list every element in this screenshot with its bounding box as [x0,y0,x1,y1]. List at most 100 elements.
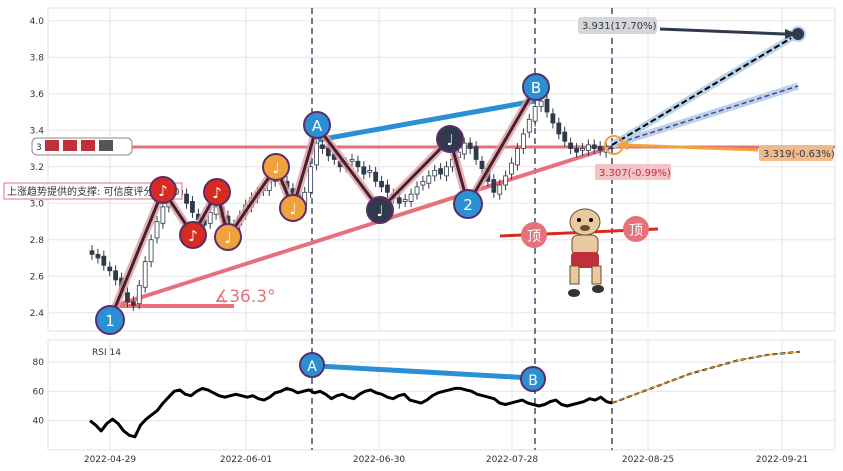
main-y-tick-1: 2.6 [30,272,45,282]
pattern-point-b-label: B [531,79,541,97]
candle-body-82 [574,148,579,153]
candle-body-48 [373,171,379,182]
candle-body-59 [438,168,444,175]
note-marker-orange-1: ♩ [214,223,242,251]
uptrend-support-line [116,145,613,307]
candle-body-0 [89,250,95,255]
rsi-y-tick-0: 40 [33,417,45,427]
candle-body-10 [148,239,154,263]
price-mid-badge [759,145,833,161]
candle-body-17 [190,201,195,213]
main-panel-frame [47,7,836,332]
top-marker-left-circle [521,222,547,248]
top-marker-left-text: 顶 [527,229,541,245]
candle-body-7 [130,301,136,306]
forecast-top-line [611,33,799,146]
rsi-y-tick-labels: 40 60 80 [33,358,45,427]
candle-body-63 [461,142,467,155]
rsi-title: RSI 14 [92,348,121,358]
note-marker-red-1: ♪ [149,176,177,204]
candle-body-56 [420,180,426,186]
main-y-tick-6: 3.6 [30,90,45,100]
main-y-tick-2: 2.8 [30,236,45,246]
candle-body-83 [580,148,585,151]
marker-chip-3 [81,140,95,151]
main-y-tick-0: 2.4 [30,309,45,319]
wave-markers: 1 2 A B ♪ ♪ ♪ ♩ [95,73,550,335]
candle-body-65 [473,146,479,160]
support-text-box [3,182,183,200]
rsi-point-a-label: A [307,359,317,375]
note-marker-red-3: ♪ [203,178,231,206]
candle-body-76 [538,100,544,107]
top-label-arrowhead [785,29,797,39]
left-price-label: 3 [36,143,42,153]
wave-point-2: 2 [453,189,483,219]
candle-body-4 [113,270,119,281]
candle-body-11 [154,221,160,239]
rsi-point-a: A [299,352,325,378]
main-y-tick-4: 3.2 [30,163,44,173]
pattern-point-b: B [522,73,550,101]
candle-body-72 [515,148,520,166]
angle-label: ∡36.3° [214,287,276,307]
candle-body-50 [385,184,390,193]
note-marker-orange-3-glyph: ♩ [289,200,296,218]
price-labels: 3.931(17.70%) 3.319(-0.63%) 3.307(-0.99%… [578,17,835,180]
note-marker-orange-2: ♩ [262,153,290,181]
candle-body-55 [414,186,420,195]
candle-body-80 [562,131,568,142]
top-markers: 顶 顶 [521,216,649,248]
main-y-tick-8: 4.0 [30,17,45,27]
ab-pattern-line [317,98,536,143]
weightlifter-mascot-icon [568,208,604,297]
support-annotation: 上涨趋势提供的支撑: 可信度评分：3.0 [3,182,183,200]
rsi-panel-frame [47,339,836,451]
forecast-fan [604,26,806,155]
rsi-forecast-line [611,350,801,405]
candle-body-47 [367,170,373,173]
candle-body-2 [101,255,107,266]
main-y-tick-3: 3.0 [30,199,45,209]
candle-body-64 [467,142,473,149]
candle-body-57 [426,175,432,184]
candle-body-37 [308,166,314,193]
candle-body-85 [591,144,597,149]
candle-body-49 [379,180,384,188]
note-marker-dark-1: ♩ [366,196,394,224]
note-marker-red-1-glyph: ♪ [158,182,168,200]
note-marker-dark-1-glyph: ♩ [376,202,383,220]
candle-body-69 [497,184,503,195]
marker-chip-2 [63,140,77,151]
candle-body-6 [125,292,130,303]
candle-body-54 [408,193,414,202]
price-low-badge [595,164,671,180]
candle-body-60 [444,166,449,177]
candle-body-70 [503,175,509,186]
candle-body-1 [95,253,101,259]
note-marker-orange-3: ♩ [279,194,307,222]
forecast-mid-line [611,85,799,146]
candle-body-77 [544,98,550,113]
rsi-forecast-glow [611,351,801,404]
note-marker-orange-1-glyph: ♩ [224,229,231,247]
candle-body-44 [349,159,355,162]
x-tick-3: 2022-07-28 [486,455,539,465]
x-tick-4: 2022-08-25 [622,455,674,465]
candle-body-84 [585,144,591,151]
candle-body-40 [325,148,331,157]
candle-body-74 [526,118,532,133]
x-tick-5: 2022-09-21 [756,455,808,465]
main-y-tick-labels: 2.4 2.6 2.8 3.0 3.2 3.4 3.6 3.8 4.0 [30,17,45,319]
mid-label-arrowhead [616,140,628,150]
marker-chip-1 [45,140,59,151]
price-up-badge [578,17,657,34]
candle-body-39 [320,144,325,149]
candle-body-73 [520,133,526,149]
candle-body-8 [136,284,142,305]
candle-body-16 [184,193,189,204]
wave-point-1: 1 [95,305,125,335]
top-marker-right-text: 顶 [629,223,643,239]
note-marker-orange-2-glyph: ♩ [272,159,279,177]
candle-body-46 [361,166,367,175]
